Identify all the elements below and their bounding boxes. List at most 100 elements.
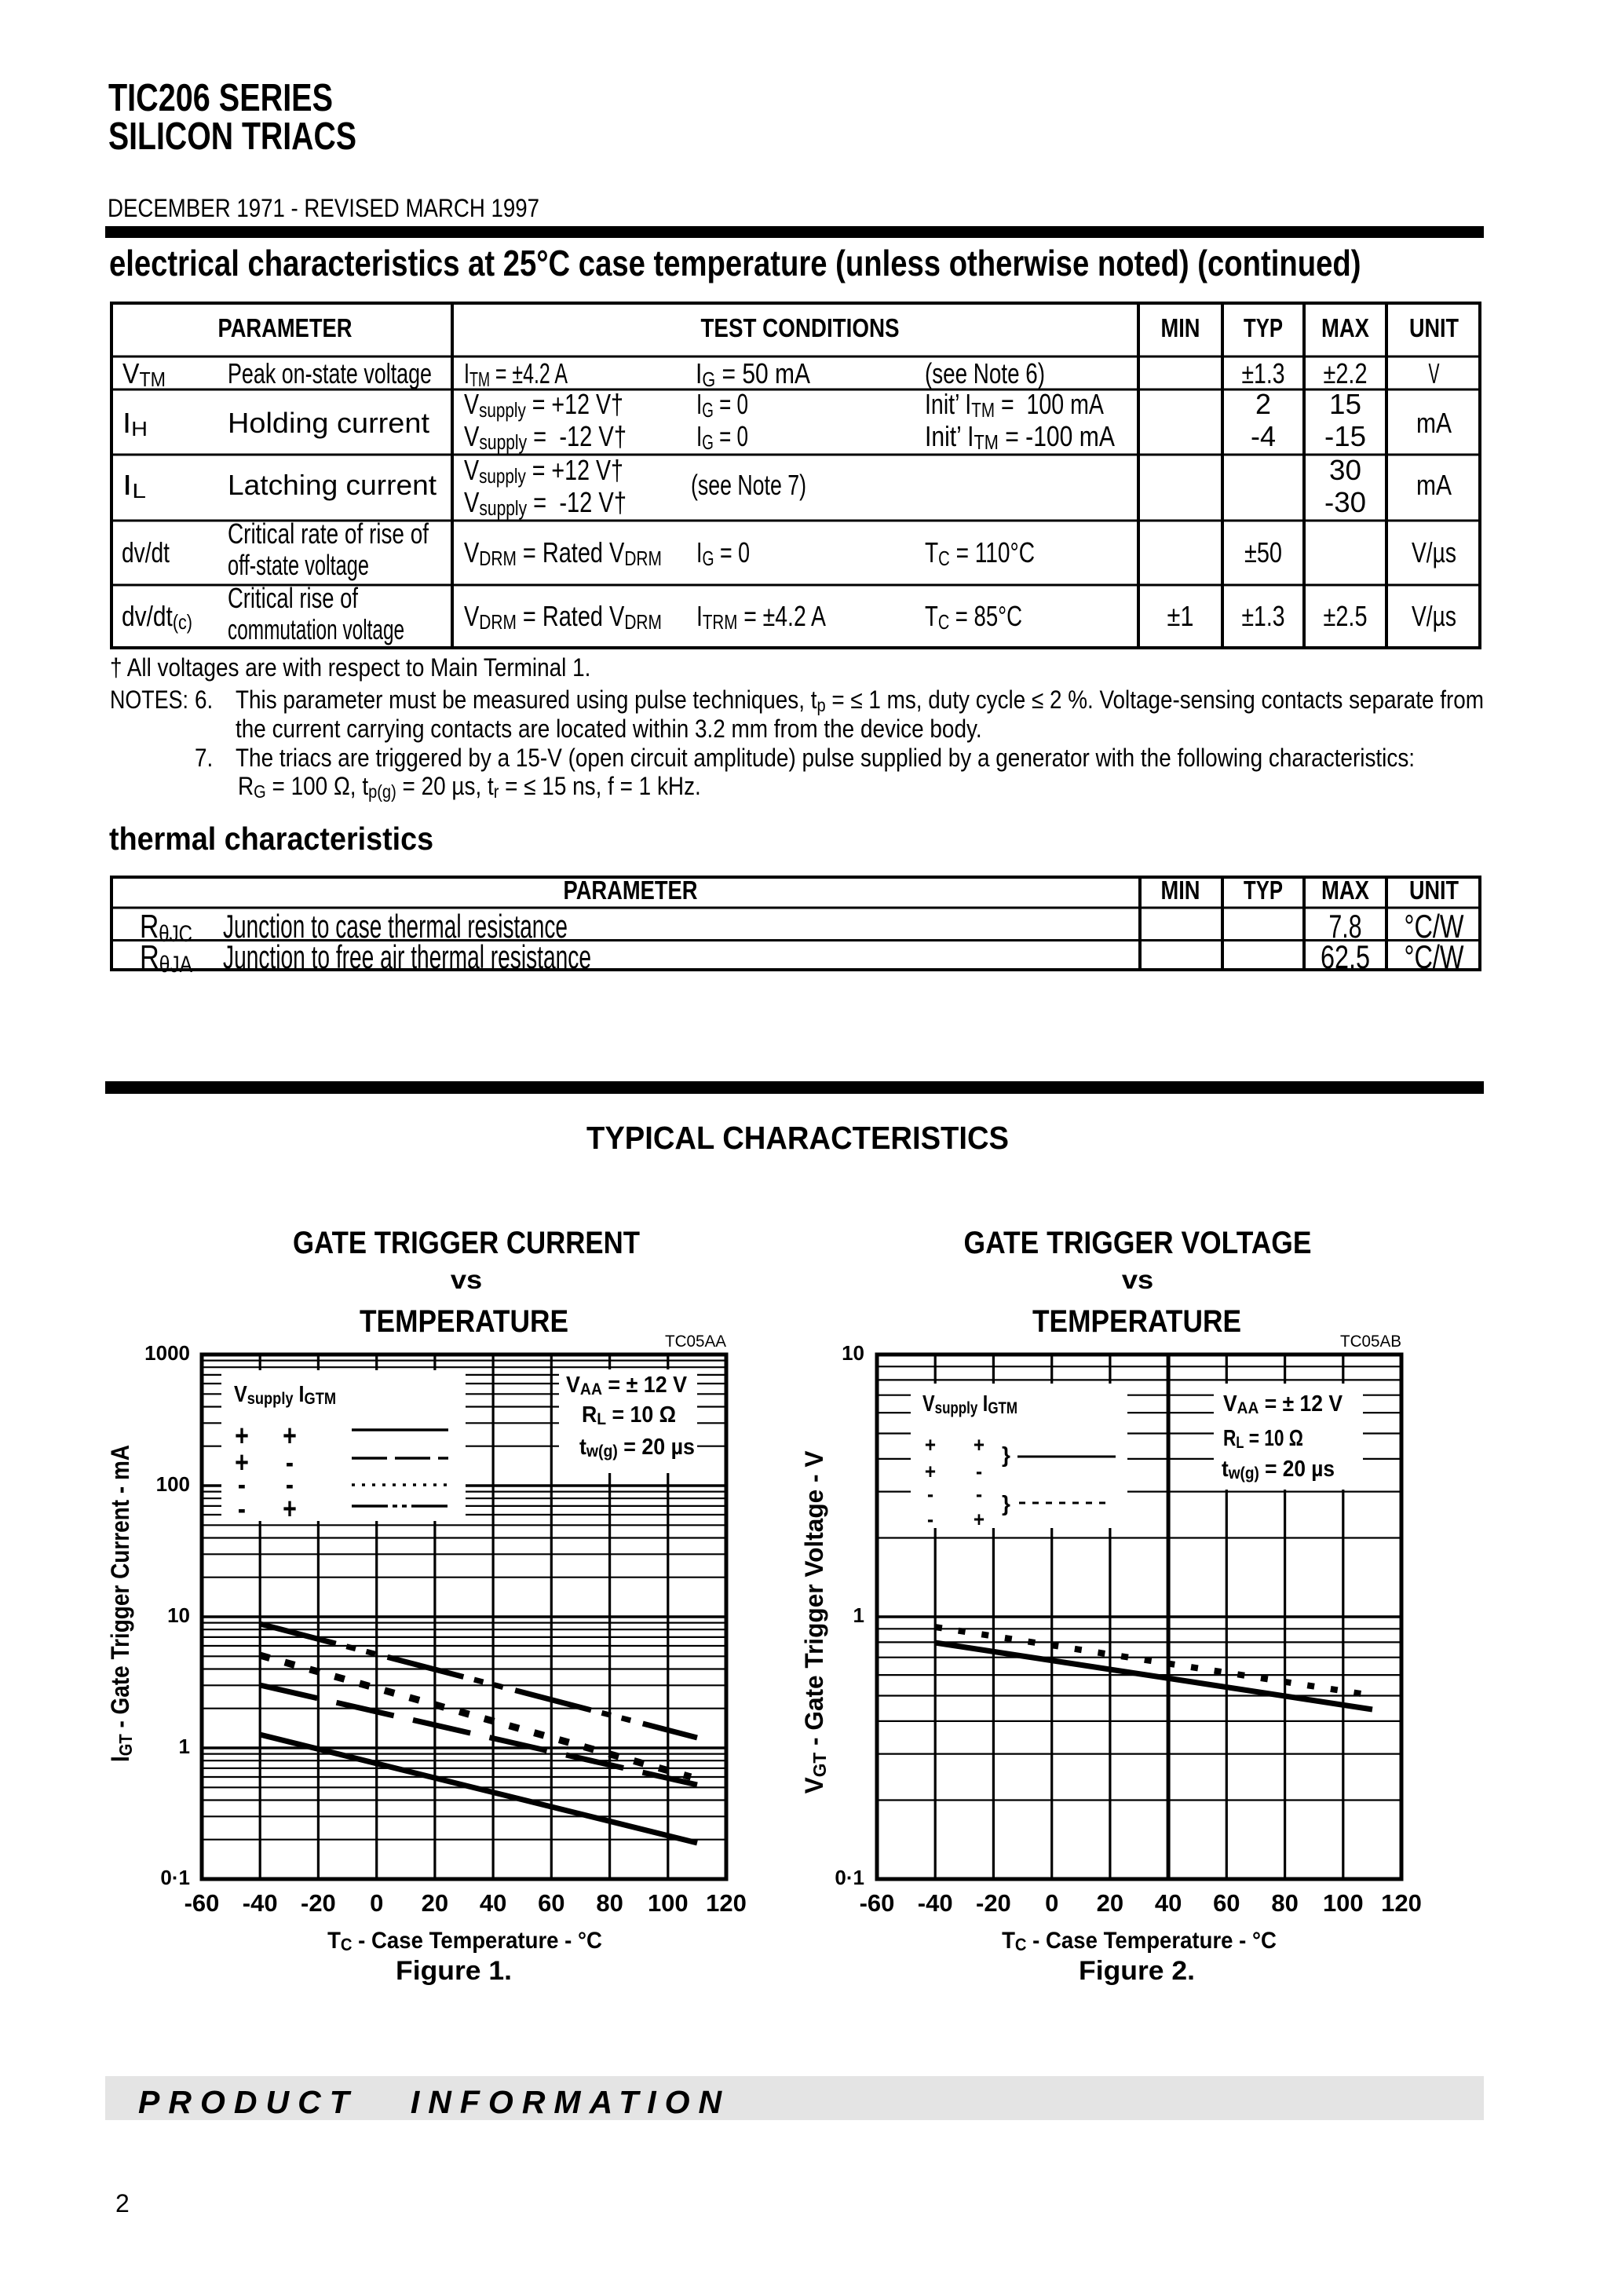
svg-text:-15: -15 — [1324, 420, 1366, 452]
svg-text:IGT - Gate Trigger Current - m: IGT - Gate Trigger Current - mA — [107, 1445, 136, 1762]
svg-text:10: 10 — [842, 1341, 864, 1365]
svg-text:tw(g) = 20 µs: tw(g) = 20 µs — [1222, 1456, 1335, 1483]
svg-text:UNIT: UNIT — [1409, 877, 1459, 905]
svg-text:7.8: 7.8 — [1329, 908, 1362, 945]
svg-text:VDRM = Rated VDRM: VDRM = Rated VDRM — [464, 600, 662, 634]
svg-text:100: 100 — [156, 1472, 190, 1496]
svg-text:Critical rise of: Critical rise of — [228, 582, 358, 614]
svg-text:the current carrying contacts: the current carrying contacts are locate… — [236, 715, 982, 743]
svg-text:† All voltages are with respec: † All voltages are with respect to Main … — [110, 654, 590, 682]
svg-text:+: + — [925, 1434, 936, 1457]
svg-text:vs: vs — [1122, 1266, 1153, 1294]
svg-text:0·1: 0·1 — [835, 1866, 864, 1889]
svg-text:±50: ±50 — [1244, 536, 1282, 569]
svg-text:60: 60 — [1213, 1889, 1240, 1917]
svg-text:Junction to case thermal resis: Junction to case thermal resistance — [223, 908, 568, 945]
svg-text:TC05AA: TC05AA — [665, 1333, 726, 1351]
svg-text:IG = 0: IG = 0 — [696, 389, 748, 422]
svg-text:-: - — [976, 1461, 982, 1483]
svg-text:TEMPERATURE: TEMPERATURE — [360, 1303, 568, 1339]
svg-text:Init’ ITM = -100 mA: Init’ ITM = -100 mA — [925, 422, 1116, 455]
svg-text:20: 20 — [422, 1889, 448, 1917]
svg-text:VGT - Gate Trigger Voltage - V: VGT - Gate Trigger Voltage - V — [800, 1451, 830, 1794]
svg-text:}: } — [1002, 1442, 1010, 1467]
svg-text:mA: mA — [1416, 408, 1452, 440]
svg-text:-: - — [976, 1483, 982, 1506]
svg-text:Figure 1.: Figure 1. — [396, 1957, 512, 1986]
svg-text:-: - — [286, 1446, 294, 1479]
svg-text:±2.5: ±2.5 — [1323, 600, 1367, 632]
svg-text:+: + — [974, 1434, 985, 1457]
svg-text:°C/W: °C/W — [1404, 908, 1464, 945]
svg-text:80: 80 — [1271, 1889, 1298, 1917]
svg-text:120: 120 — [706, 1889, 747, 1917]
svg-text:TYP: TYP — [1244, 314, 1283, 343]
svg-text:IG = 0: IG = 0 — [696, 536, 750, 570]
svg-text:-: - — [238, 1468, 246, 1501]
svg-text:30: 30 — [1329, 454, 1361, 486]
svg-text:1: 1 — [179, 1735, 190, 1758]
svg-text:-30: -30 — [1324, 486, 1366, 518]
svg-text:Holding current: Holding current — [228, 408, 429, 439]
svg-text:(see Note 7): (see Note 7) — [691, 469, 806, 501]
svg-text:MAX: MAX — [1321, 877, 1369, 905]
svg-text:7.: 7. — [195, 744, 213, 772]
svg-text:IG = 50 mA: IG = 50 mA — [696, 358, 811, 391]
svg-text:+: + — [925, 1461, 936, 1483]
svg-text:100: 100 — [648, 1889, 689, 1917]
svg-text:This parameter must be measure: This parameter must be measured using pu… — [236, 686, 1484, 715]
svg-text:80: 80 — [596, 1889, 623, 1917]
svg-text:}: } — [1002, 1491, 1010, 1515]
svg-text:The triacs are triggered by a: The triacs are triggered by a 15-V (open… — [236, 744, 1415, 772]
svg-text:MIN: MIN — [1161, 877, 1200, 905]
svg-text:V: V — [1428, 358, 1439, 389]
svg-text:TEMPERATURE: TEMPERATURE — [1032, 1303, 1241, 1339]
svg-text:PARAMETER: PARAMETER — [218, 315, 353, 343]
svg-text:TYPICAL CHARACTERISTICS: TYPICAL CHARACTERISTICS — [586, 1121, 1009, 1157]
svg-text:6.: 6. — [195, 686, 213, 714]
svg-text:GATE TRIGGER VOLTAGE: GATE TRIGGER VOLTAGE — [964, 1226, 1312, 1260]
svg-text:±1.3: ±1.3 — [1241, 601, 1284, 632]
svg-text:vs: vs — [451, 1266, 482, 1294]
svg-text:-: - — [238, 1493, 246, 1526]
svg-text:TIC206 SERIES: TIC206 SERIES — [108, 77, 333, 119]
svg-text:MIN: MIN — [1161, 315, 1200, 343]
svg-text:RL = 10 Ω: RL = 10 Ω — [1223, 1424, 1303, 1451]
svg-text:Critical rate of rise of: Critical rate of rise of — [228, 518, 429, 550]
svg-text:TC - Case Temperature - °C: TC - Case Temperature - °C — [327, 1928, 602, 1954]
svg-text:-40: -40 — [243, 1889, 278, 1917]
svg-text:0: 0 — [370, 1889, 383, 1917]
svg-text:-20: -20 — [976, 1889, 1011, 1917]
svg-text:0·1: 0·1 — [160, 1866, 190, 1889]
svg-text:-60: -60 — [184, 1889, 220, 1917]
svg-text:-: - — [286, 1468, 294, 1501]
svg-text:PARAMETER: PARAMETER — [564, 877, 698, 905]
svg-text:+: + — [974, 1508, 985, 1531]
svg-text:mA: mA — [1416, 470, 1452, 502]
svg-text:-40: -40 — [918, 1889, 953, 1917]
svg-text:SILICON TRIACS: SILICON TRIACS — [108, 115, 356, 158]
svg-text:-20: -20 — [301, 1889, 336, 1917]
svg-text:TEST CONDITIONS: TEST CONDITIONS — [700, 314, 899, 343]
svg-text:IG = 0: IG = 0 — [696, 421, 748, 454]
svg-text:0: 0 — [1045, 1889, 1058, 1917]
svg-text:Figure 2.: Figure 2. — [1079, 1957, 1195, 1986]
svg-text:GATE TRIGGER CURRENT: GATE TRIGGER CURRENT — [293, 1225, 640, 1260]
svg-text:Init’ ITM = 100 mA: Init’ ITM = 100 mA — [925, 389, 1104, 422]
svg-text:electrical characteristics at: electrical characteristics at 25°C case … — [109, 243, 1361, 283]
svg-text:PRODUCT INFORMATION: PRODUCT INFORMATION — [138, 2084, 730, 2120]
svg-text:°C/W: °C/W — [1404, 938, 1464, 975]
svg-text:±1.3: ±1.3 — [1241, 358, 1284, 389]
svg-text:MAX: MAX — [1321, 315, 1369, 343]
svg-text:Vsupply = +12 V†: Vsupply = +12 V† — [464, 389, 623, 422]
svg-text:+: + — [283, 1420, 297, 1453]
svg-text:DECEMBER 1971 - REVISED MARCH: DECEMBER 1971 - REVISED MARCH 1997 — [108, 195, 539, 222]
svg-text:Peak on-state voltage: Peak on-state voltage — [228, 357, 432, 389]
svg-text:1: 1 — [853, 1603, 864, 1627]
svg-text:2: 2 — [115, 2189, 130, 2217]
svg-text:TC - Case Temperature - °C: TC - Case Temperature - °C — [1002, 1928, 1277, 1954]
svg-text:Vsupply = +12 V†: Vsupply = +12 V† — [464, 455, 623, 488]
svg-text:40: 40 — [1155, 1889, 1182, 1917]
svg-text:±2.2: ±2.2 — [1323, 357, 1367, 389]
svg-text:1000: 1000 — [144, 1341, 190, 1365]
